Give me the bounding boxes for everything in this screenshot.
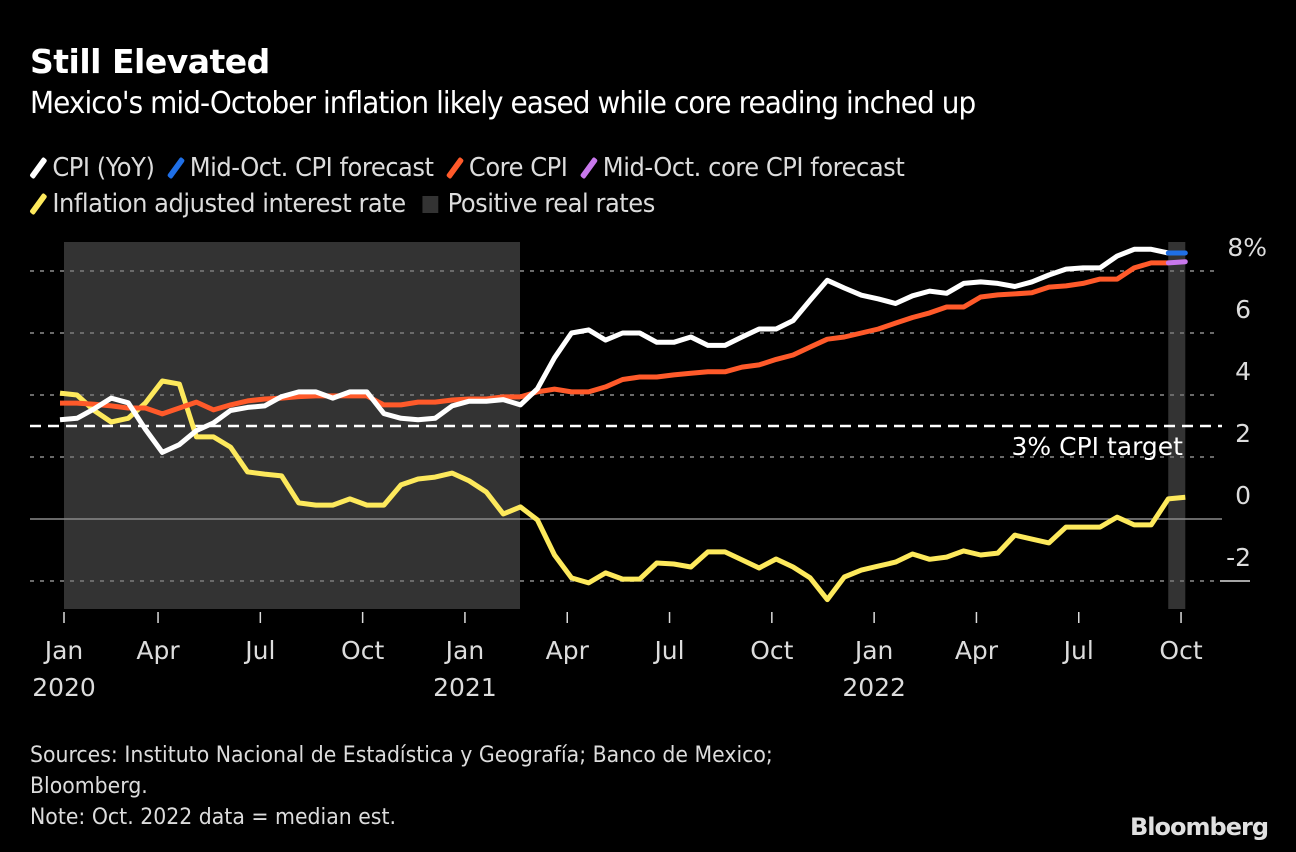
x-year-label: 2022 <box>842 673 906 702</box>
legend-label: Inflation adjusted interest rate <box>52 189 406 219</box>
y-axis-labels: -2 0 2 4 6 8% <box>1226 233 1267 572</box>
x-tick-label: Jan <box>853 636 894 665</box>
x-tick-label: Jul <box>1062 636 1094 665</box>
x-tick-label: Apr <box>136 636 180 665</box>
legend-item-real-rate: Inflation adjusted interest rate <box>29 189 406 219</box>
sources-line-2: Bloomberg. <box>30 774 148 799</box>
y-tick-label: 4 <box>1235 357 1251 386</box>
series-lines <box>59 246 1188 603</box>
legend-label: Core CPI <box>468 153 568 183</box>
legend-label: Mid-Oct. core CPI forecast <box>602 153 905 183</box>
x-tick-label: Apr <box>955 636 999 665</box>
legend-item-cpi: CPI (YoY) <box>29 153 155 183</box>
legend-swatch-positive-real-rates <box>422 195 439 213</box>
y-tick-label: -2 <box>1226 543 1251 572</box>
x-tick-label: Oct <box>341 636 384 665</box>
series-line-mid-oct-core-cpi-forecast <box>1165 259 1188 266</box>
legend-row-1: CPI (YoY) Mid-Oct. CPI forecast Core CPI… <box>29 150 1146 186</box>
x-tick-label: Oct <box>1159 636 1202 665</box>
x-year-label: 2021 <box>433 673 497 702</box>
legend-item-core-cpi: Core CPI <box>445 153 568 183</box>
y-tick-label: 2 <box>1235 419 1251 448</box>
y-tick-label: 0 <box>1235 481 1251 510</box>
x-tick-label: Oct <box>750 636 793 665</box>
bloomberg-logo: Bloomberg <box>1130 813 1269 841</box>
x-tick-label: Jan <box>444 636 485 665</box>
cpi-target-label: 3% CPI target <box>1012 432 1184 461</box>
sources-line-1: Sources: Instituto Nacional de Estadísti… <box>30 743 773 768</box>
legend-item-cpi-forecast: Mid-Oct. CPI forecast <box>166 153 434 183</box>
legend-row-2: Inflation adjusted interest rate Positiv… <box>29 186 1146 222</box>
chart-title: Still Elevated <box>30 42 270 81</box>
series-line-cpi-yoy <box>59 246 1169 455</box>
legend-label: Positive real rates <box>447 189 656 219</box>
footer: Sources: Instituto Nacional de Estadísti… <box>30 740 773 833</box>
x-tick-label: Apr <box>546 636 590 665</box>
x-tick-label: Jul <box>652 636 684 665</box>
series-line-core-cpi <box>60 260 1169 417</box>
legend-label: Mid-Oct. CPI forecast <box>189 153 434 183</box>
series-line-inflation-adjusted-interest-rate <box>59 378 1186 603</box>
x-tick-label: Jul <box>243 636 275 665</box>
legend: CPI (YoY) Mid-Oct. CPI forecast Core CPI… <box>29 150 1230 222</box>
legend-item-positive-real-rates: Positive real rates <box>419 189 655 219</box>
x-tick-label: Jan <box>43 636 84 665</box>
legend-item-core-forecast: Mid-Oct. core CPI forecast <box>579 153 905 183</box>
x-year-label: 2020 <box>32 673 96 702</box>
y-tick-label: 6 <box>1235 295 1251 324</box>
x-axis: Jan 2020 Apr Jul Oct Jan 2021 Apr Jul Oct Jan 2022 A… <box>32 612 1203 702</box>
legend-label: CPI (YoY) <box>52 153 155 183</box>
chart-subtitle: Mexico's mid-October inflation likely ea… <box>30 86 976 121</box>
note: Note: Oct. 2022 data = median est. <box>30 805 396 830</box>
y-tick-label: 8% <box>1227 233 1267 262</box>
